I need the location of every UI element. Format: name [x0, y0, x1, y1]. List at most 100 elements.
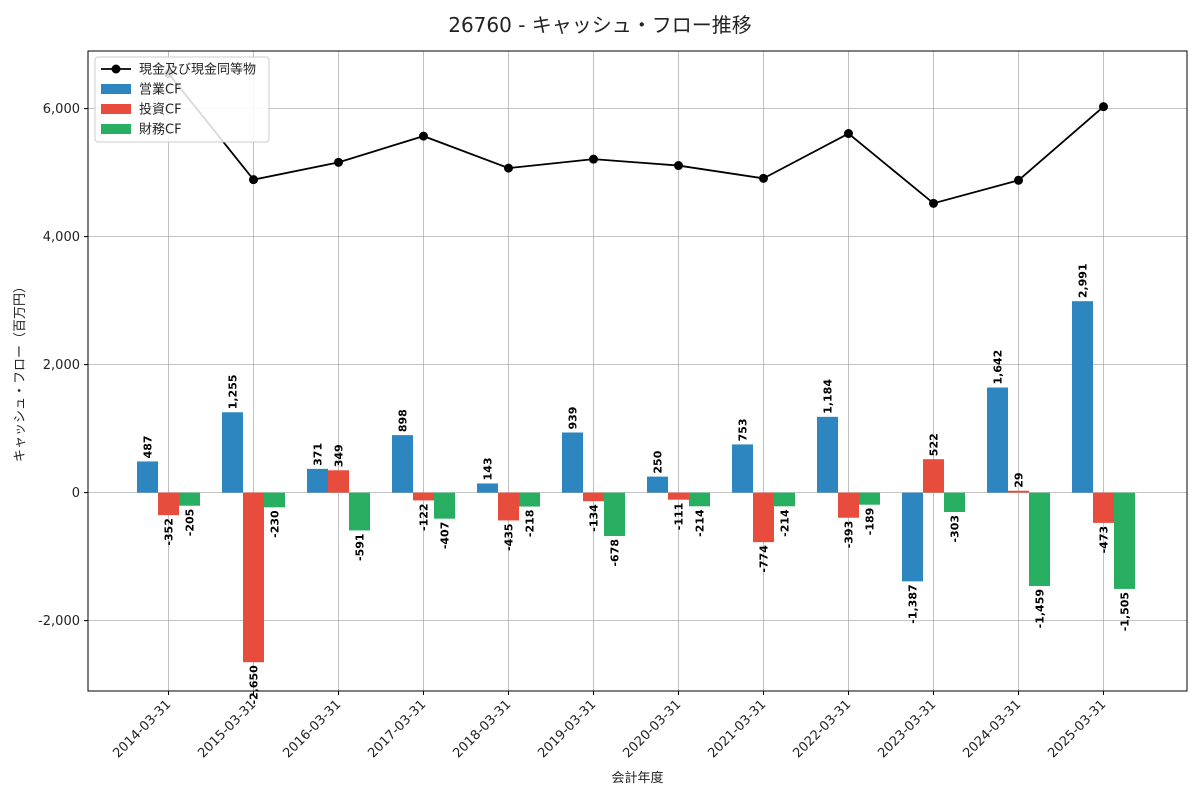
bar: [1093, 492, 1114, 523]
x-tick-label: 2015-03-31: [195, 697, 259, 761]
bar: [562, 432, 583, 493]
x-tick-label: 2018-03-31: [450, 697, 514, 761]
data-label: 371: [312, 443, 325, 466]
data-labels: 487 1,255 371 898 143 939 250 753 1,184 -1,387 1,6…: [142, 263, 1132, 704]
data-label: 939: [567, 407, 580, 430]
data-label: -1,505: [1119, 592, 1132, 631]
legend-label: 現金及び現金同等物: [139, 62, 256, 78]
bar: [158, 492, 179, 516]
bar: [1029, 492, 1050, 586]
legend-swatch: [101, 124, 131, 134]
data-label: -303: [949, 515, 962, 543]
cash-point: [1014, 175, 1023, 185]
x-tick-label: 2025-03-31: [1045, 697, 1109, 761]
x-tick-label: 2021-03-31: [705, 697, 769, 761]
data-label: 753: [737, 418, 750, 441]
data-label: -407: [439, 522, 452, 550]
bar: [923, 459, 944, 493]
cash-line-path: [167, 72, 1105, 205]
legend-swatch: [101, 84, 131, 94]
bar: [668, 492, 689, 500]
y-tick-label: 2,000: [43, 358, 80, 373]
bar: [349, 492, 370, 531]
data-label: -435: [503, 523, 516, 551]
y-axis: -2,000 0 2,000 4,000 6,000: [38, 102, 88, 629]
bar: [732, 444, 753, 493]
y-axis-title: キャッシュ・フロー（百万円）: [13, 280, 28, 462]
bars: [137, 301, 1135, 663]
x-tick-label: 2014-03-31: [110, 697, 174, 761]
cash-line: [164, 68, 1108, 208]
bar: [604, 492, 625, 536]
data-label: 143: [482, 457, 495, 480]
x-axis-title: 会計年度: [611, 770, 663, 786]
data-label: 1,642: [992, 350, 1005, 385]
legend-swatch: [101, 104, 131, 114]
data-label: 1,255: [227, 374, 240, 409]
cash-point: [674, 161, 683, 171]
bar: [774, 492, 795, 507]
cash-point: [589, 154, 598, 164]
bar: [902, 492, 923, 582]
data-label: 522: [928, 433, 941, 456]
bar: [859, 492, 880, 505]
bar: [434, 492, 455, 519]
bar: [498, 492, 519, 521]
x-tick-label: 2016-03-31: [280, 697, 344, 761]
bar: [583, 492, 604, 502]
data-label: 1,184: [822, 379, 835, 414]
data-label: 29: [1013, 472, 1026, 487]
bar: [137, 461, 158, 493]
chart-title: 26760 - キャッシュ・フロー推移: [448, 13, 752, 37]
bar: [944, 492, 965, 512]
y-tick-label: -2,000: [38, 614, 80, 629]
bar: [1072, 301, 1093, 493]
cash-point: [504, 163, 513, 173]
data-label: -218: [524, 510, 537, 538]
data-label: -1,459: [1034, 589, 1047, 628]
data-label: 250: [652, 450, 665, 473]
data-label: -473: [1098, 526, 1111, 554]
legend-box: [94, 56, 270, 143]
data-label: -2,650: [248, 665, 261, 705]
cash-point: [419, 131, 428, 141]
data-label: -214: [779, 509, 792, 537]
bar: [328, 470, 349, 493]
data-label: -352: [163, 518, 176, 546]
cash-point: [249, 175, 258, 185]
bar: [1008, 490, 1029, 493]
cash-point: [334, 157, 343, 167]
bar: [647, 476, 668, 493]
legend-label: 財務CF: [139, 123, 182, 138]
data-label: 349: [333, 444, 346, 467]
y-tick-label: 6,000: [43, 102, 80, 117]
data-label: -189: [864, 508, 877, 536]
x-tick-label: 2019-03-31: [535, 697, 599, 761]
data-label: 898: [397, 409, 410, 432]
bar: [817, 416, 838, 493]
bar: [307, 468, 328, 493]
bar: [179, 492, 200, 506]
cash-point: [759, 173, 768, 183]
data-label: -134: [588, 504, 601, 532]
x-tick-label: 2024-03-31: [960, 697, 1024, 761]
data-label: -111: [673, 503, 686, 531]
bar: [413, 492, 434, 501]
bar: [477, 483, 498, 493]
cash-point: [929, 198, 938, 208]
bar: [243, 492, 264, 663]
y-tick-label: 0: [72, 486, 80, 501]
x-tick-label: 2017-03-31: [365, 697, 429, 761]
data-label: -591: [354, 533, 367, 561]
data-label: -122: [418, 503, 431, 531]
data-label: -393: [843, 521, 856, 549]
plot-area-frame: [87, 50, 1188, 692]
x-tick-label: 2020-03-31: [620, 697, 684, 761]
bar: [264, 492, 285, 508]
bar: [987, 387, 1008, 493]
data-label: -774: [758, 545, 771, 573]
data-label: -214: [694, 509, 707, 537]
data-label: -678: [609, 539, 622, 567]
